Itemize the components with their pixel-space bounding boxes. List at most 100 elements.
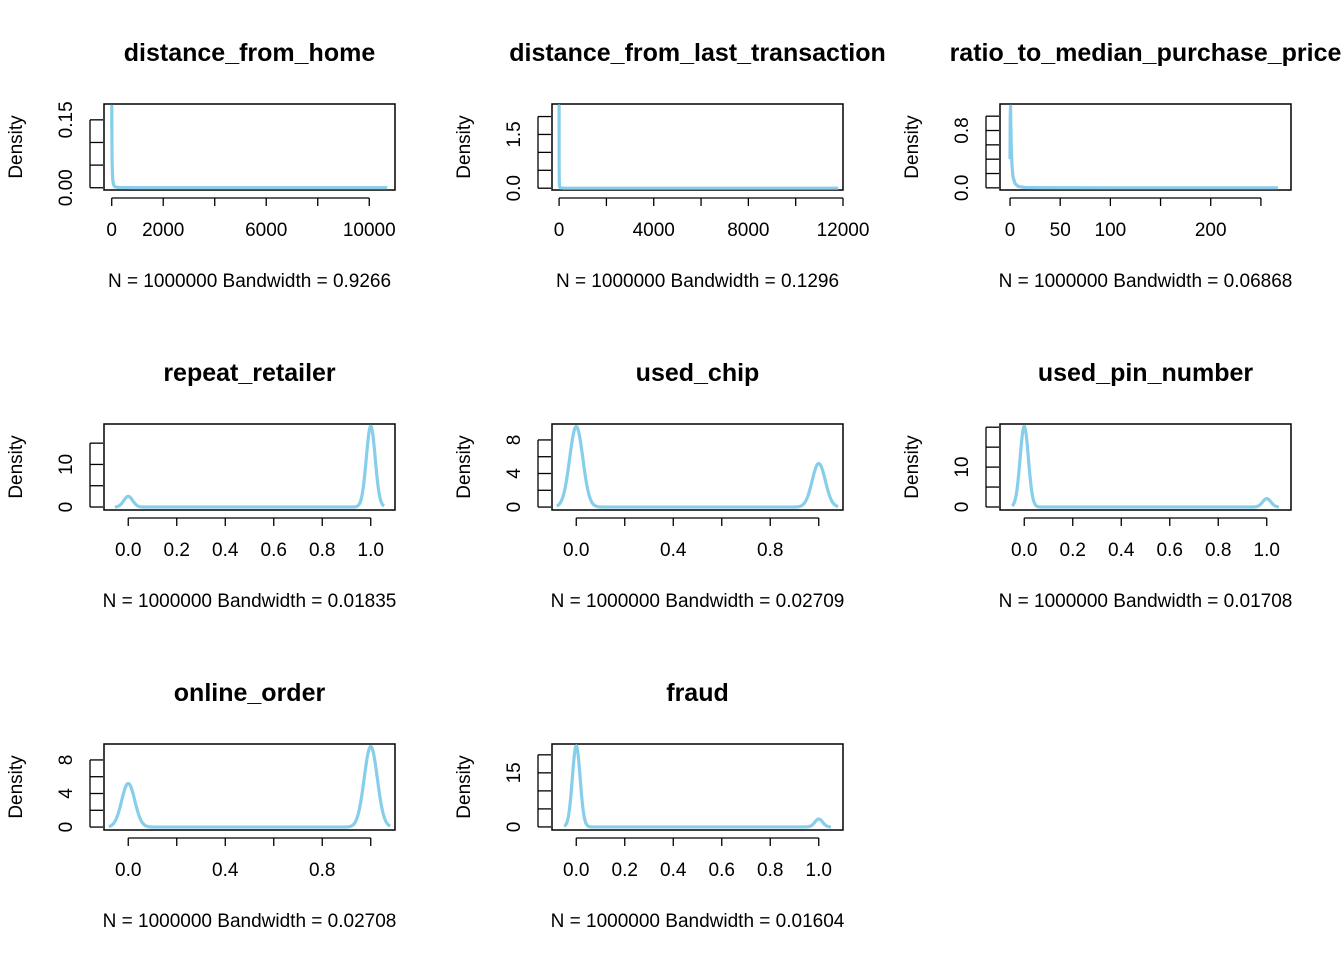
x-tick-label: 0.8 (1205, 540, 1231, 561)
panel-title: used_chip (636, 359, 760, 387)
plot-frame (103, 103, 396, 191)
density-curve (555, 424, 840, 509)
density-curve (1011, 424, 1280, 509)
x-tick-label: 4000 (633, 220, 675, 241)
y-tick-label: 8 (504, 435, 525, 446)
y-tick-label: 0.0 (952, 175, 973, 201)
x-tick-label: 6000 (245, 220, 287, 241)
x-tick-label: 0.0 (115, 860, 141, 881)
density-curve (557, 104, 839, 190)
y-tick-label: 10 (56, 454, 77, 475)
x-tick-label: 1.0 (806, 860, 832, 881)
plot-frame (103, 423, 396, 511)
y-tick-label: 15 (504, 762, 525, 783)
x-tick-label: 0.6 (709, 860, 735, 881)
y-tick-label: 0.15 (56, 101, 77, 138)
x-axis-subtitle: N = 1000000 Bandwidth = 0.02709 (551, 591, 845, 612)
x-tick-label: 50 (1050, 220, 1071, 241)
plot-frame (103, 743, 396, 831)
x-axis-subtitle: N = 1000000 Bandwidth = 0.02708 (103, 911, 397, 932)
x-tick-label: 1.0 (358, 540, 384, 561)
x-tick-label: 1.0 (1254, 540, 1280, 561)
y-tick-label: 0.00 (56, 169, 77, 206)
x-tick-label: 0.2 (1060, 540, 1086, 561)
y-tick-label: 4 (504, 468, 525, 479)
panel-title: online_order (174, 679, 326, 707)
density-panel-used-chip: used_chip 0.0 0.4 0.8 0 4 8 Density N = 1000000 … (454, 359, 844, 612)
x-tick-label: 0.0 (1011, 540, 1037, 561)
x-tick-label: 0.0 (563, 860, 589, 881)
density-curve (1008, 104, 1278, 190)
panel-title: distance_from_last_transaction (509, 39, 886, 67)
density-curve (563, 744, 832, 829)
density-panel-fraud: fraud 0.0 0.2 0.4 0.6 0.8 1.0 0 15 Density N = 100… (454, 679, 845, 932)
x-tick-label: 0.4 (660, 540, 687, 561)
panel-title: fraud (666, 679, 729, 707)
y-axis-label: Density (902, 115, 923, 179)
x-tick-label: 0.4 (1108, 540, 1135, 561)
x-tick-label: 0.0 (563, 540, 589, 561)
y-tick-label: 0 (56, 822, 77, 833)
panel-title: distance_from_home (124, 39, 376, 67)
y-axis-label: Density (6, 115, 27, 179)
x-tick-label: 2000 (142, 220, 184, 241)
panel-title: ratio_to_median_purchase_price (950, 39, 1342, 67)
x-axis-subtitle: N = 1000000 Bandwidth = 0.06868 (999, 271, 1293, 292)
plot-frame (999, 423, 1292, 511)
density-panel-repeat-retailer: repeat_retailer 0.0 0.2 0.4 0.6 0.8 1.0 0 10 Dens… (6, 359, 396, 612)
x-tick-label: 0.8 (309, 540, 335, 561)
y-axis-label: Density (6, 755, 27, 819)
density-curve (110, 104, 388, 190)
y-axis-label: Density (454, 435, 475, 499)
y-tick-label: 0 (504, 822, 525, 833)
plot-frame (551, 423, 844, 511)
y-tick-label: 0 (952, 502, 973, 513)
x-tick-label: 0.2 (164, 540, 190, 561)
y-tick-label: 0 (56, 502, 77, 513)
y-axis-label: Density (6, 435, 27, 499)
density-panel-distance-from-last-transaction: distance_from_last_transaction 0 4000 8000 1… (454, 39, 886, 292)
y-tick-label: 0 (504, 502, 525, 513)
x-tick-label: 0.4 (660, 860, 687, 881)
x-tick-label: 0.8 (757, 540, 783, 561)
x-tick-label: 0.8 (757, 860, 783, 881)
x-tick-label: 12000 (817, 220, 870, 241)
plot-frame (551, 103, 844, 191)
density-curve (113, 424, 386, 509)
density-curve (107, 744, 392, 829)
y-tick-label: 1.5 (504, 121, 525, 147)
y-axis-label: Density (454, 755, 475, 819)
x-tick-label: 8000 (727, 220, 769, 241)
x-tick-label: 10000 (343, 220, 396, 241)
y-axis-label: Density (454, 115, 475, 179)
x-tick-label: 0 (1005, 220, 1016, 241)
x-tick-label: 0.4 (212, 540, 239, 561)
x-tick-label: 0.4 (212, 860, 239, 881)
y-tick-label: 0.0 (504, 175, 525, 201)
density-panel-online-order: online_order 0.0 0.4 0.8 0 4 8 Density N = 10000… (6, 679, 396, 932)
x-tick-label: 0.0 (115, 540, 141, 561)
density-panel-ratio-to-median-purchase-price: ratio_to_median_purchase_price 0 50 100 200 0… (902, 39, 1342, 292)
x-axis-subtitle: N = 1000000 Bandwidth = 0.1296 (556, 271, 839, 292)
x-tick-label: 0 (554, 220, 565, 241)
x-axis-subtitle: N = 1000000 Bandwidth = 0.01835 (103, 591, 397, 612)
x-axis-subtitle: N = 1000000 Bandwidth = 0.9266 (108, 271, 391, 292)
x-tick-label: 0 (106, 220, 117, 241)
density-panel-distance-from-home: distance_from_home 0 2000 6000 10000 0.00 0.15… (6, 39, 396, 292)
x-axis-subtitle: N = 1000000 Bandwidth = 0.01604 (551, 911, 845, 932)
x-tick-label: 0.6 (1157, 540, 1183, 561)
y-tick-label: 4 (56, 788, 77, 799)
x-tick-label: 0.8 (309, 860, 335, 881)
plot-frame (551, 743, 844, 831)
panel-title: repeat_retailer (163, 359, 336, 387)
x-tick-label: 100 (1095, 220, 1127, 241)
x-tick-label: 200 (1195, 220, 1227, 241)
density-panel-used-pin-number: used_pin_number 0.0 0.2 0.4 0.6 0.8 1.0 0 10 Dens… (902, 359, 1292, 612)
x-tick-label: 0.6 (261, 540, 287, 561)
y-tick-label: 0.8 (952, 117, 973, 143)
x-tick-label: 0.2 (612, 860, 638, 881)
x-axis-subtitle: N = 1000000 Bandwidth = 0.01708 (999, 591, 1293, 612)
y-axis-label: Density (902, 435, 923, 499)
y-tick-label: 8 (56, 755, 77, 766)
